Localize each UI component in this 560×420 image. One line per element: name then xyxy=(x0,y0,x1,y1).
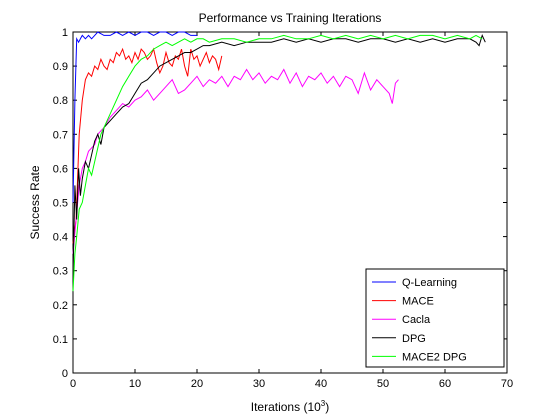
y-tick-label: 0.5 xyxy=(53,198,68,210)
chart-title: Performance vs Training Iterations xyxy=(199,11,382,25)
x-axis-title-exponent: 3 xyxy=(321,399,326,408)
y-tick-label: 0.4 xyxy=(53,232,68,244)
y-tick-label: 0 xyxy=(62,368,68,380)
y-tick-label: 0.1 xyxy=(53,334,68,346)
x-axis-ticks: 0 10 20 30 40 50 60 70 xyxy=(70,32,513,390)
x-tick-label: 30 xyxy=(253,378,265,390)
y-tick-label: 0.8 xyxy=(53,95,68,107)
x-tick-label: 0 xyxy=(70,378,76,390)
x-tick-label: 40 xyxy=(315,378,327,390)
legend: Q-Learning MACE Cacla DPG MACE2 DPG xyxy=(365,268,505,368)
y-tick-label: 0.9 xyxy=(53,61,68,73)
x-axis-title-main: Iterations (10 xyxy=(251,400,321,414)
x-tick-label: 10 xyxy=(129,378,141,390)
y-tick-label: 1 xyxy=(62,27,68,39)
series-line-mace2-dpg xyxy=(72,34,483,292)
y-tick-label: 0.6 xyxy=(53,163,68,175)
legend-label-mace2-dpg: MACE2 DPG xyxy=(402,351,467,363)
x-axis-title: Iterations (103) xyxy=(251,399,330,414)
legend-label-q-learning: Q-Learning xyxy=(402,277,457,289)
y-axis-title: Success Rate xyxy=(28,165,42,239)
series-lines xyxy=(72,31,486,292)
x-tick-label: 50 xyxy=(377,378,389,390)
series-line-cacla xyxy=(72,68,399,254)
legend-label-mace: MACE xyxy=(402,296,434,308)
x-tick-label: 70 xyxy=(501,378,513,390)
series-line-q-learning xyxy=(72,31,197,203)
legend-label-cacla: Cacla xyxy=(402,314,431,326)
x-axis-title-close: ) xyxy=(325,400,329,414)
y-tick-label: 0.7 xyxy=(53,129,68,141)
y-tick-label: 0.2 xyxy=(53,300,68,312)
series-line-mace xyxy=(72,47,223,244)
x-tick-label: 60 xyxy=(439,378,451,390)
y-axis-ticks: 0 0.1 0.2 0.3 0.4 0.5 0.6 0.7 0.8 0.9 1 xyxy=(53,27,507,380)
legend-label-dpg: DPG xyxy=(402,333,426,345)
legend-box xyxy=(365,268,505,368)
y-tick-label: 0.3 xyxy=(53,266,68,278)
x-tick-label: 20 xyxy=(191,378,203,390)
